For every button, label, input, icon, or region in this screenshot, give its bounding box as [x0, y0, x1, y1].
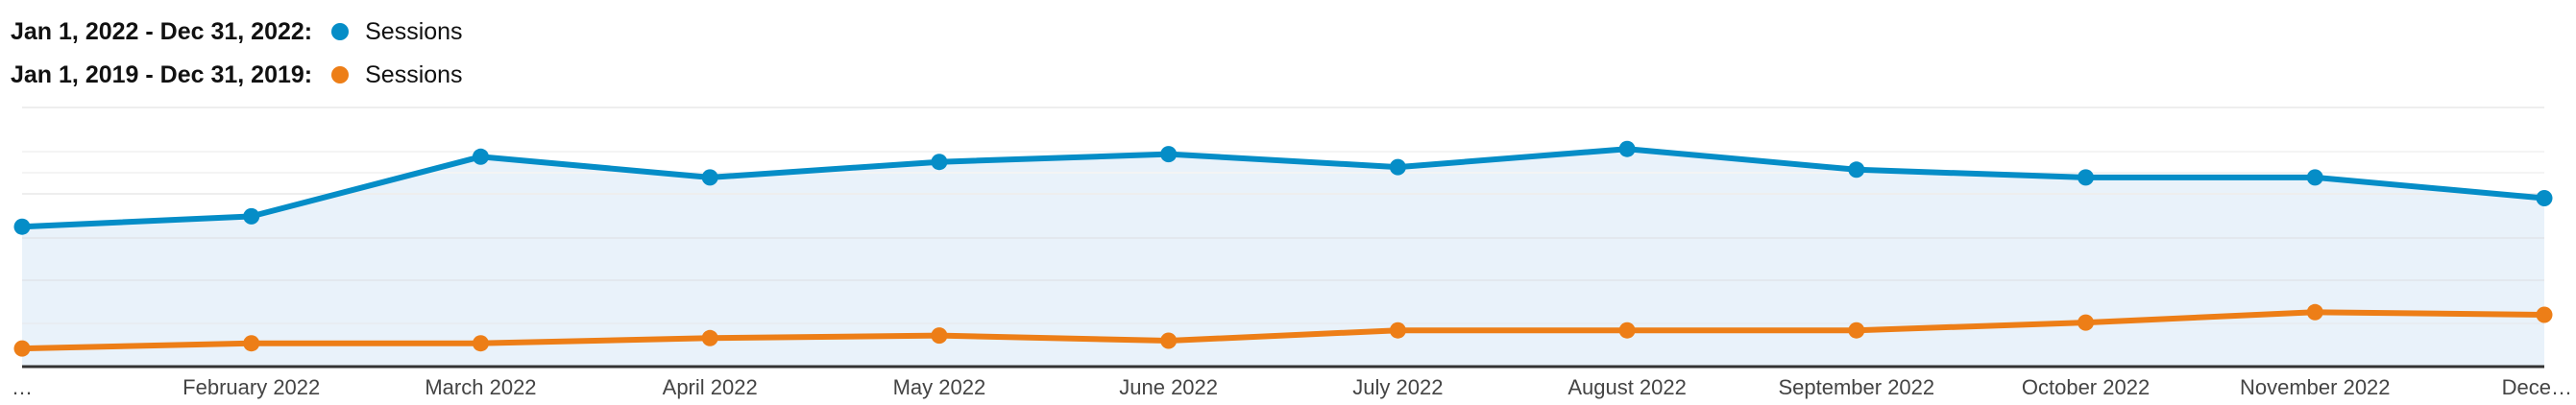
data-point — [1389, 322, 1406, 339]
x-tick-label: April 2022 — [663, 375, 758, 399]
data-point — [931, 154, 948, 171]
x-tick-label: … — [12, 375, 33, 399]
x-tick-label: September 2022 — [1778, 375, 1934, 399]
data-point — [701, 169, 718, 186]
data-point — [2078, 314, 2095, 331]
data-point — [13, 340, 31, 357]
x-tick-label: October 2022 — [2022, 375, 2150, 399]
x-tick-label: May 2022 — [893, 375, 986, 399]
data-point — [13, 218, 31, 235]
legend-dot-icon — [331, 66, 350, 83]
data-point — [2306, 303, 2323, 321]
legend-series-name: Sessions — [365, 17, 463, 45]
x-tick-label: Dece… — [2502, 375, 2572, 399]
series-area — [22, 149, 2544, 367]
x-tick-label: June 2022 — [1119, 375, 1218, 399]
data-point — [1160, 146, 1178, 163]
data-point — [931, 327, 948, 345]
x-tick-label: August 2022 — [1567, 375, 1687, 399]
x-tick-label: November 2022 — [2240, 375, 2391, 399]
data-point — [2536, 190, 2553, 206]
legend-range: Jan 1, 2019 - Dec 31, 2019: — [11, 60, 313, 88]
legend-dot-icon — [331, 23, 350, 40]
x-tick-label: February 2022 — [182, 375, 320, 399]
data-point — [1618, 140, 1636, 157]
data-point — [2536, 306, 2553, 323]
series-line-1 — [21, 309, 2545, 352]
data-point — [472, 335, 489, 352]
data-point — [472, 148, 489, 165]
data-point — [243, 335, 260, 352]
data-point — [701, 329, 718, 346]
x-tick-label: March 2022 — [425, 375, 536, 399]
legend-item-2019[interactable]: Jan 1, 2019 - Dec 31, 2019: Sessions — [11, 56, 463, 94]
legend-series-name: Sessions — [365, 60, 463, 88]
x-tick-label: July 2022 — [1352, 375, 1443, 399]
data-point — [1160, 332, 1178, 349]
legend-item-2022[interactable]: Jan 1, 2022 - Dec 31, 2022: Sessions — [11, 12, 463, 51]
series-line-0 — [21, 146, 2545, 230]
legend-range: Jan 1, 2022 - Dec 31, 2022: — [11, 17, 313, 45]
data-point — [1618, 322, 1636, 339]
data-point — [2306, 169, 2323, 186]
data-point — [2078, 169, 2095, 186]
data-point — [243, 207, 260, 225]
data-point — [1389, 158, 1406, 176]
data-point — [1848, 161, 1865, 179]
data-point — [1848, 322, 1865, 339]
